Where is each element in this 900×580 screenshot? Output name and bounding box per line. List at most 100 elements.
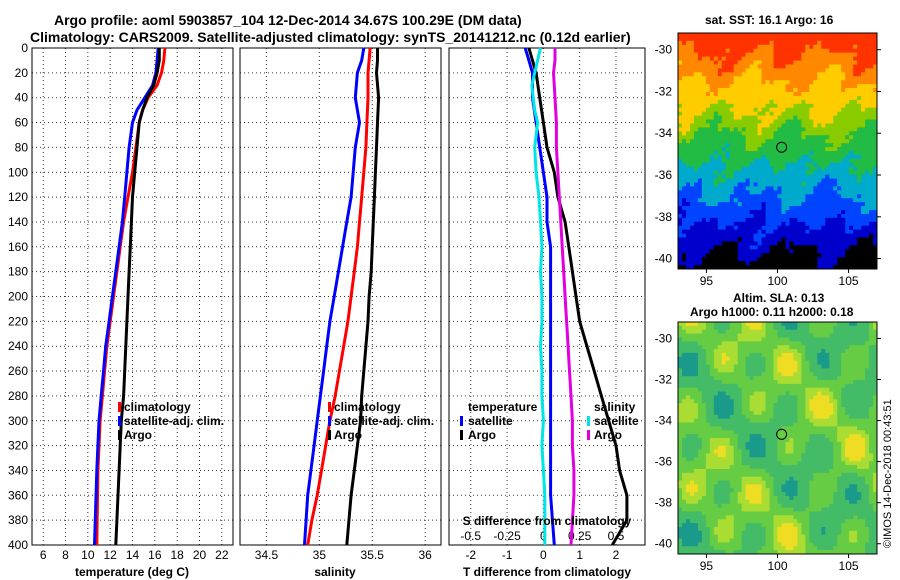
map-cell [722,241,727,246]
map-cell [742,241,747,246]
map-cell [702,143,707,148]
map-cell [774,407,779,411]
map-cell [797,84,802,89]
map-cell [758,127,763,132]
map-cell [829,388,834,392]
map-cell [686,218,691,223]
map-cell [837,198,842,203]
map-cell [750,461,755,465]
map-cell [758,438,763,442]
map-cell [678,249,683,254]
map-cell [801,163,806,168]
depth-tick-label: 380 [8,513,28,527]
map-cell [833,426,838,430]
map-cell [825,218,830,223]
map-cell [702,450,707,454]
map-cell [813,68,818,73]
map-cell [762,322,767,326]
map-cell [714,80,719,85]
map-cell [746,49,751,54]
map-cell [801,72,806,77]
map-cell [849,175,854,180]
map-cell [710,190,715,195]
map-cell [833,76,838,81]
map-cell [754,116,759,121]
map-cell [801,135,806,140]
map-cell [710,438,715,442]
map-cell [861,139,866,144]
map-cell [682,68,687,73]
map-cell [754,218,759,223]
map-cell [853,194,858,199]
map-cell [750,147,755,152]
map-cell [797,143,802,148]
map-cell [789,179,794,184]
map-cell [730,194,735,199]
map-cell [754,163,759,168]
map-cell [734,108,739,113]
map-cell [857,322,862,326]
map-cell [758,198,763,203]
map-cell [841,245,846,250]
map-cell [865,253,870,258]
map-cell [813,222,818,227]
map-cell [758,261,763,266]
map-cell [837,457,842,461]
map-cell [686,261,691,266]
map-cell [797,123,802,128]
map-cell [770,127,775,132]
map-cell [774,120,779,125]
map-cell [698,53,703,58]
map-cell [778,198,783,203]
map-cell [730,349,735,353]
map-cell [718,64,723,69]
map-cell [869,434,874,438]
map-cell [797,33,802,38]
map-cell [746,241,751,246]
map-cell [722,112,727,117]
map-cell [710,84,715,89]
map-cell [817,143,822,148]
map-cell [742,453,747,457]
map-cell [785,249,790,254]
map-cell [730,61,735,66]
map-cell [770,190,775,195]
map-cell [829,116,834,121]
map-cell [861,407,866,411]
map-cell [793,112,798,117]
map-cell [793,349,798,353]
map-cell [833,112,838,117]
map-cell [762,438,767,442]
map-cell [821,139,826,144]
map-cell [813,253,818,258]
map-cell [758,442,763,446]
map-cell [778,407,783,411]
map-cell [690,426,695,430]
map-cell [785,226,790,231]
map-cell [869,407,874,411]
map-cell [694,403,699,407]
map-cell [829,151,834,156]
map-cell [702,349,707,353]
map-cell [785,446,790,450]
map-cell [754,151,759,156]
map-cell [813,190,818,195]
map-cell [789,194,794,199]
map-cell [746,159,751,164]
map-cell [825,241,830,246]
map-cell [789,380,794,384]
map-cell [837,64,842,69]
map-cell [686,96,691,101]
map-cell [738,245,743,250]
map-cell [817,135,822,140]
map-cell [686,411,691,415]
map-cell [690,155,695,160]
map-cell [821,33,826,38]
map-cell [770,175,775,180]
map-cell [805,210,810,215]
map-cell [746,365,751,369]
map-cell [726,72,731,77]
map-cell [690,353,695,357]
map-cell [730,120,735,125]
map-cell [746,349,751,353]
